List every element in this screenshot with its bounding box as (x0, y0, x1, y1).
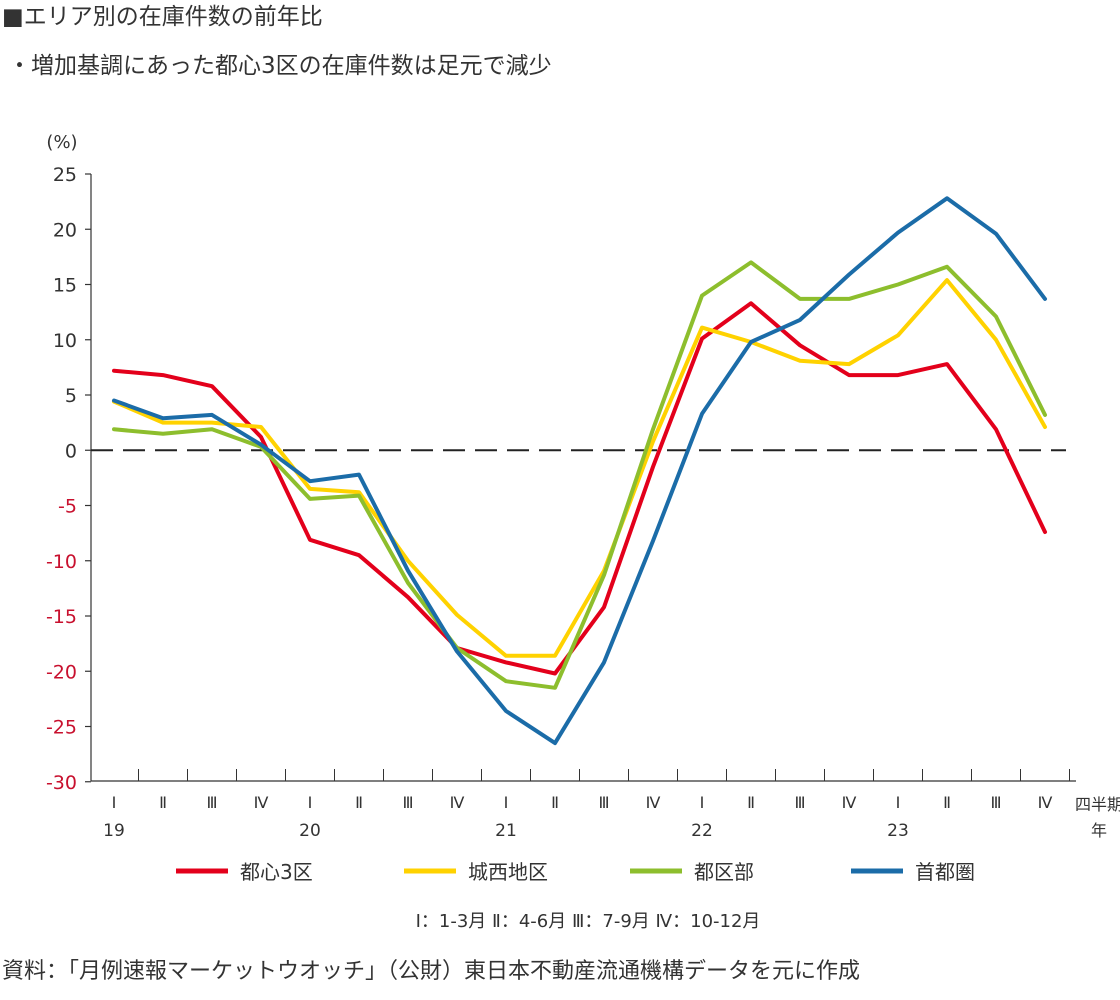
series-line-1 (112, 301, 1047, 676)
line-chart: (%) 25 20 15 10 5 0 -5 -10 -15 -20 -25 -30 Ⅰ Ⅱ Ⅲ Ⅳ Ⅰ Ⅱ Ⅲ Ⅳ Ⅰ… (46, 132, 1120, 932)
quarter-label: Ⅳ (254, 793, 269, 812)
y-tick-label: 20 (53, 219, 77, 241)
quarter-label: Ⅰ (896, 793, 901, 812)
quarter-label: Ⅳ (450, 793, 465, 812)
y-unit-label: (%) (46, 132, 77, 153)
plot-area: 25 20 15 10 5 0 -5 -10 -15 -20 -25 -30 Ⅰ Ⅱ Ⅲ Ⅳ Ⅰ Ⅱ Ⅲ Ⅳ Ⅰ Ⅱ Ⅲ Ⅳ Ⅰ… (46, 164, 1120, 932)
y-tick-label: -25 (46, 717, 77, 739)
y-tick-label: -20 (46, 661, 77, 683)
quarter-label: Ⅲ (598, 793, 609, 812)
quarter-label: Ⅳ (646, 793, 661, 812)
series-line-3 (112, 260, 1047, 690)
quarter-label: Ⅱ (355, 793, 363, 812)
quarter-label: Ⅰ (112, 793, 117, 812)
year-label: 22 (691, 821, 713, 841)
y-tick-label: -30 (46, 772, 77, 794)
y-tick-label: -10 (46, 551, 77, 573)
quarter-label: Ⅳ (842, 793, 857, 812)
legend-label-3: 都区部 (694, 860, 754, 884)
legend-label-4: 首都圏 (915, 860, 975, 884)
quarter-label: Ⅱ (551, 793, 559, 812)
year-label: 20 (299, 821, 321, 841)
quarter-label: Ⅰ (308, 793, 313, 812)
series-line-2 (112, 278, 1047, 658)
x-unit-year-label: 年 (1091, 821, 1107, 840)
y-tick-label: 15 (53, 275, 77, 297)
chart-subtitle: ・増加基調にあった都心3区の在庫件数は足元で減少 (8, 53, 552, 79)
y-tick-label: -15 (46, 606, 77, 628)
quarter-label: Ⅱ (943, 793, 951, 812)
year-label: 21 (495, 821, 517, 841)
quarter-label: Ⅲ (402, 793, 413, 812)
series-line-4 (112, 196, 1047, 746)
quarter-label: Ⅱ (159, 793, 167, 812)
y-tick-label: -5 (58, 496, 77, 518)
quarter-label: Ⅳ (1038, 793, 1053, 812)
quarter-label: Ⅲ (206, 793, 217, 812)
y-tick-label: 10 (53, 330, 77, 352)
quarter-label: Ⅰ (700, 793, 705, 812)
quarter-label: Ⅰ (504, 793, 509, 812)
source-note: 資料：「月例速報マーケットウオッチ」（公財）東日本不動産流通機構データを元に作成 (2, 959, 861, 984)
quarter-note: Ⅰ：1-3月 Ⅱ：4-6月 Ⅲ：7-9月 Ⅳ：10-12月 (416, 911, 761, 932)
quarter-label: Ⅱ (747, 793, 755, 812)
quarter-label: Ⅲ (794, 793, 805, 812)
year-label: 23 (887, 821, 909, 841)
y-tick-label: 25 (53, 164, 77, 186)
y-tick-label: 5 (65, 385, 77, 407)
x-unit-quarter-label: 四半期 (1075, 795, 1120, 814)
legend-label-2: 城西地区 (468, 860, 548, 884)
quarter-label: Ⅲ (990, 793, 1001, 812)
year-label: 19 (103, 821, 125, 841)
legend-label-1: 都心3区 (240, 860, 313, 884)
chart-title: ■エリア別の在庫件数の前年比 (2, 4, 323, 30)
y-tick-label: 0 (65, 440, 77, 462)
